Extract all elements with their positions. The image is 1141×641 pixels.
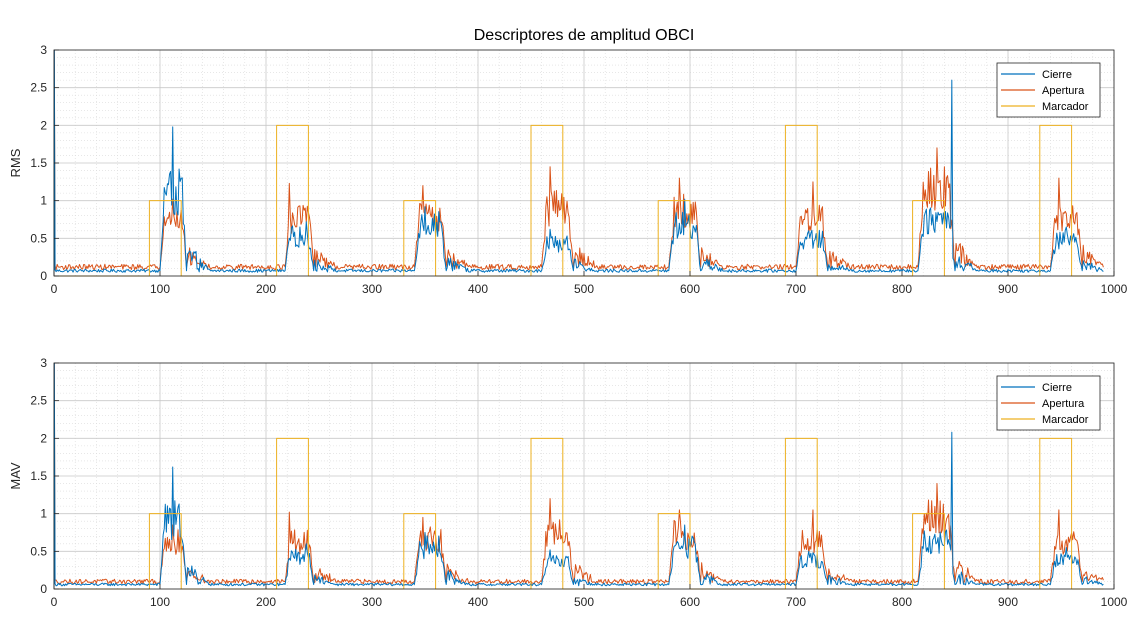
x-tick-label: 900: [998, 282, 1018, 296]
y-tick-label: 3: [40, 356, 47, 370]
subplot-rms: 0 100 200 300 400 500 600 700 800 900 1000 0 0.5 1 1.5…: [8, 27, 1128, 296]
major-grid: [53, 49, 1115, 277]
x-tick-label: 1000: [1101, 282, 1128, 296]
x-tick-label: 700: [786, 595, 806, 609]
x-tick-label: 100: [150, 595, 170, 609]
x-tick-label: 200: [256, 282, 276, 296]
legend: Cierre Apertura Marcador: [996, 375, 1101, 431]
y-tick-label: 0: [40, 582, 47, 596]
x-tick-label: 0: [51, 595, 58, 609]
legend-label: Apertura: [1042, 398, 1085, 410]
series-line-apertura: [53, 49, 1104, 275]
y-tick-label: 1: [40, 194, 47, 208]
x-tick-label: 800: [892, 282, 912, 296]
series-line-cierre: [53, 49, 1104, 275]
x-tick-label: 300: [362, 595, 382, 609]
y-tick-label: 1.5: [30, 156, 47, 170]
x-tick-label: 500: [574, 595, 594, 609]
y-tick-label: 0.5: [30, 231, 47, 245]
x-tick-label: 100: [150, 282, 170, 296]
legend-label: Apertura: [1042, 85, 1085, 97]
x-tick-label: 200: [256, 595, 276, 609]
legend-label: Cierre: [1042, 382, 1072, 394]
y-axis-label: RMS: [8, 148, 23, 177]
x-tick-label: 600: [680, 595, 700, 609]
legend-label: Cierre: [1042, 69, 1072, 81]
major-grid: [53, 362, 1115, 590]
y-tick-label: 2: [40, 431, 47, 445]
x-tick-label: 900: [998, 595, 1018, 609]
y-axis-label: MAV: [8, 462, 23, 490]
x-tick-label: 700: [786, 282, 806, 296]
x-tick-label: 500: [574, 282, 594, 296]
y-tick-label: 2.5: [30, 81, 47, 95]
y-tick-label: 3: [40, 43, 47, 57]
series-line-apertura: [53, 362, 1104, 588]
y-tick-label: 0.5: [30, 544, 47, 558]
legend-label: Marcador: [1042, 414, 1089, 426]
y-tick-label: 1: [40, 507, 47, 521]
y-tick-label: 1.5: [30, 469, 47, 483]
legend: Cierre Apertura Marcador: [996, 62, 1101, 118]
chart-title: Descriptores de amplitud OBCI: [474, 27, 695, 44]
x-tick-label: 600: [680, 282, 700, 296]
legend-label: Marcador: [1042, 101, 1089, 113]
y-tick-label: 0: [40, 269, 47, 283]
x-tick-label: 800: [892, 595, 912, 609]
x-tick-label: 0: [51, 282, 58, 296]
y-tick-label: 2.5: [30, 394, 47, 408]
subplot-mav: 0 100 200 300 400 500 600 700 800 900 1000 0 0.5 1 1.5…: [8, 356, 1128, 609]
series-line-cierre: [53, 362, 1104, 588]
x-tick-label: 400: [468, 282, 488, 296]
x-tick-label: 400: [468, 595, 488, 609]
x-tick-label: 300: [362, 282, 382, 296]
y-tick-label: 2: [40, 118, 47, 132]
x-tick-label: 1000: [1101, 595, 1128, 609]
